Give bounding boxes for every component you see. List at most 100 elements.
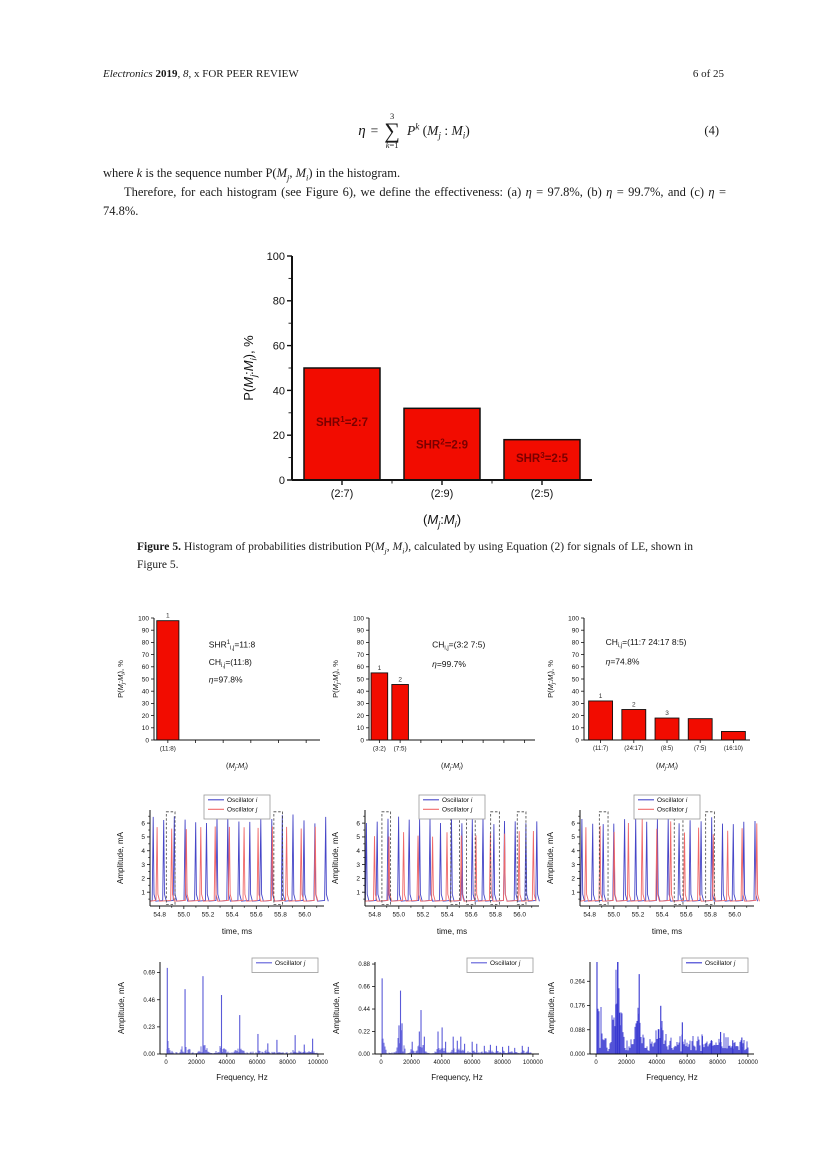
- svg-text:5: 5: [141, 834, 145, 841]
- svg-text:0: 0: [279, 475, 285, 487]
- svg-text:P(Mj:Mi), %: P(Mj:Mi), %: [331, 660, 342, 698]
- svg-text:time, ms: time, ms: [652, 927, 682, 936]
- svg-text:(11:8): (11:8): [160, 745, 176, 752]
- svg-text:55.8: 55.8: [489, 912, 502, 919]
- sum-lower-limit: k=1: [385, 140, 399, 151]
- svg-text:(Mj:Mi): (Mj:Mi): [656, 761, 678, 772]
- svg-text:0.66: 0.66: [358, 985, 370, 991]
- svg-text:55.8: 55.8: [274, 912, 287, 919]
- svg-text:90: 90: [572, 627, 580, 634]
- svg-text:2: 2: [571, 876, 575, 883]
- svg-text:20000: 20000: [618, 1060, 635, 1066]
- svg-text:0.22: 0.22: [358, 1030, 370, 1036]
- svg-text:55.0: 55.0: [178, 912, 191, 919]
- svg-text:3: 3: [571, 862, 575, 869]
- figure5-caption: Figure 5. Histogram of probabilities dis…: [137, 541, 694, 571]
- svg-text:0.46: 0.46: [143, 998, 155, 1004]
- fig6-histogram-c: 0 10 20 30 40 50 60 70 80 90 100 (11:7) (24:17) (8:5)…: [544, 604, 760, 784]
- svg-text:40000: 40000: [433, 1060, 450, 1066]
- svg-text:100: 100: [267, 251, 285, 263]
- svg-text:56.0: 56.0: [513, 912, 526, 919]
- svg-text:Frequency, Hz: Frequency, Hz: [646, 1073, 697, 1082]
- svg-text:4: 4: [356, 848, 360, 855]
- svg-text:5: 5: [571, 834, 575, 841]
- fig6-spectrum-a: 0 20000 40000 60000 80000 100000 0.00 0.23 0.46 0…: [114, 954, 330, 1090]
- svg-text:20: 20: [273, 430, 285, 442]
- svg-text:80000: 80000: [279, 1060, 296, 1066]
- svg-text:Amplitude, mA: Amplitude, mA: [332, 981, 341, 1034]
- svg-text:0.264: 0.264: [570, 979, 586, 985]
- fig6-histogram-b: 0 10 20 30 40 50 60 70 80 90 100 (3:2) (7:5) 1 2 P(Mj:M…: [329, 604, 545, 784]
- svg-text:2: 2: [632, 702, 636, 709]
- svg-text:1: 1: [166, 613, 170, 620]
- svg-text:time, ms: time, ms: [437, 927, 467, 936]
- svg-text:1: 1: [599, 693, 603, 700]
- equation-equals: =: [370, 123, 379, 138]
- svg-text:(2:9): (2:9): [431, 488, 454, 500]
- fig6-spectrum-b: 0 20000 40000 60000 80000 100000 0.00 0.22 0.44 0…: [329, 954, 545, 1090]
- svg-text:Oscillator j: Oscillator j: [705, 960, 736, 967]
- fig6-spectrum-c: 0 20000 40000 60000 80000 100000 0.000 0.088 0.1…: [544, 954, 760, 1090]
- svg-text:100000: 100000: [523, 1060, 544, 1066]
- svg-text:55.6: 55.6: [250, 912, 263, 919]
- svg-text:Oscillator j: Oscillator j: [657, 807, 688, 814]
- svg-text:30: 30: [572, 701, 580, 708]
- svg-text:60: 60: [357, 664, 365, 671]
- svg-text:100000: 100000: [308, 1060, 329, 1066]
- svg-text:0.176: 0.176: [570, 1004, 586, 1010]
- svg-text:0.69: 0.69: [143, 971, 155, 977]
- equation-sum: 3 ∑ k=1: [384, 112, 400, 150]
- svg-text:SHR1=2:7: SHR1=2:7: [316, 415, 368, 429]
- svg-text:4: 4: [141, 848, 145, 855]
- svg-text:(24:17): (24:17): [624, 746, 643, 752]
- equation-4: η = 3 ∑ k=1 Pk (Mj : Mi) (4): [103, 104, 725, 158]
- paragraph-therefore: Therefore, for each histogram (see Figur…: [103, 184, 726, 218]
- svg-text:40000: 40000: [218, 1060, 235, 1066]
- svg-text:40: 40: [572, 688, 580, 695]
- svg-text:3: 3: [141, 862, 145, 869]
- svg-text:20: 20: [142, 713, 150, 720]
- sigma-symbol: ∑: [384, 117, 400, 143]
- svg-text:54.8: 54.8: [153, 912, 166, 919]
- svg-text:55.4: 55.4: [226, 912, 239, 919]
- svg-text:55.6: 55.6: [465, 912, 478, 919]
- svg-text:40: 40: [273, 385, 285, 397]
- svg-text:0.23: 0.23: [143, 1025, 155, 1031]
- svg-text:54.8: 54.8: [368, 912, 381, 919]
- svg-text:0: 0: [360, 737, 364, 744]
- svg-text:2: 2: [398, 676, 402, 683]
- svg-text:100000: 100000: [738, 1060, 759, 1066]
- svg-text:(11:7): (11:7): [593, 746, 608, 752]
- svg-text:Oscillator j: Oscillator j: [490, 960, 521, 967]
- svg-text:0: 0: [594, 1060, 598, 1066]
- svg-text:1: 1: [141, 889, 145, 896]
- svg-text:70: 70: [142, 652, 150, 659]
- svg-text:20000: 20000: [403, 1060, 420, 1066]
- svg-text:CHi,j=(11:7 24:17 8:5): CHi,j=(11:7 24:17 8:5): [606, 637, 687, 649]
- svg-text:60000: 60000: [679, 1060, 696, 1066]
- svg-text:Frequency, Hz: Frequency, Hz: [216, 1073, 267, 1082]
- svg-text:SHR3=2:5: SHR3=2:5: [516, 451, 569, 465]
- svg-text:(7:5): (7:5): [394, 745, 407, 752]
- svg-text:55.4: 55.4: [656, 912, 669, 919]
- svg-text:60: 60: [572, 664, 580, 671]
- body-text: where k is the sequence number P(Mj, Mi)…: [103, 164, 726, 220]
- fig6-histogram-a: 0 10 20 30 40 50 60 70 80 90 100 (11:8) 1 P(Mj:Mi), %…: [114, 604, 330, 784]
- fig6-oscillogram-c: 54.8 55.0 55.2 55.4 55.6 55.8 56.0 1 2 3 4 5 6 Amplit…: [544, 794, 760, 946]
- svg-text:6: 6: [356, 820, 360, 827]
- svg-text:P(Mj:Mi), %: P(Mj:Mi), %: [241, 335, 258, 401]
- svg-text:Amplitude, mA: Amplitude, mA: [547, 981, 556, 1034]
- svg-text:0.00: 0.00: [143, 1052, 155, 1058]
- svg-text:Oscillator j: Oscillator j: [227, 807, 258, 814]
- svg-text:60000: 60000: [249, 1060, 266, 1066]
- svg-text:SHR2=2:9: SHR2=2:9: [416, 438, 468, 452]
- sum-upper-limit: 3: [389, 111, 395, 122]
- svg-text:1: 1: [571, 889, 575, 896]
- paragraph-where-k: where k is the sequence number P(Mj, Mi)…: [103, 166, 401, 183]
- svg-text:(2:7): (2:7): [331, 488, 354, 500]
- svg-text:η=74.8%: η=74.8%: [606, 656, 640, 666]
- svg-text:3: 3: [665, 710, 669, 717]
- svg-text:55.6: 55.6: [680, 912, 693, 919]
- svg-text:0: 0: [575, 737, 579, 744]
